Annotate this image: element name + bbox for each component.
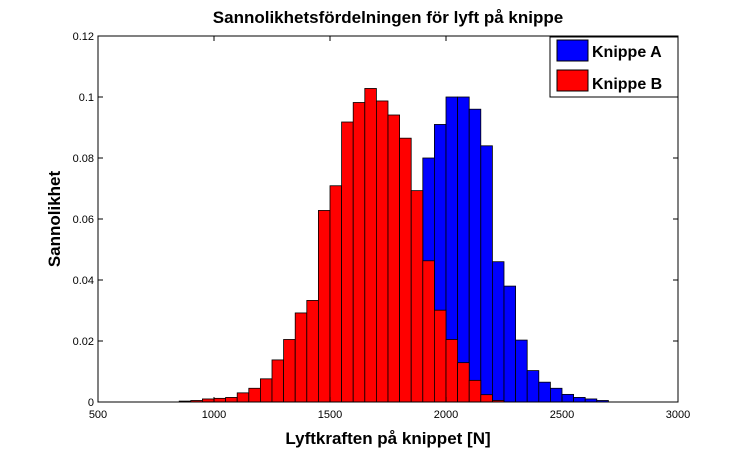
bar-knippe-b-1100 (236, 392, 250, 403)
y-tick-label: 0 (88, 397, 94, 409)
bar-knippe-b-1000 (213, 397, 227, 403)
bar-knippe-b-1350 (294, 312, 308, 403)
legend-swatch-knippe-a (556, 39, 589, 62)
x-tick-label: 1000 (202, 409, 226, 421)
x-tick-label: 3000 (666, 409, 690, 421)
bar-knippe-b-2150 (480, 394, 493, 403)
legend-swatch-knippe-b (556, 69, 589, 92)
bar-knippe-a-2250 (503, 285, 517, 403)
bar-knippe-b-1150 (248, 387, 261, 403)
bar-knippe-b-1200 (259, 378, 273, 403)
y-tick-label: 0.06 (73, 214, 94, 226)
bar-knippe-b-1550 (341, 121, 354, 403)
bar-knippe-b-2100 (468, 379, 482, 403)
bar-knippe-a-2350 (526, 370, 540, 403)
bar-knippe-b-1600 (352, 102, 366, 403)
bar-knippe-b-2050 (457, 362, 470, 403)
y-tick-label: 0.1 (79, 92, 94, 104)
bar-knippe-b-1300 (283, 339, 296, 403)
bar-knippe-a-2150 (480, 145, 493, 403)
bar-knippe-b-1850 (410, 190, 424, 403)
bar-knippe-b-1650 (364, 88, 377, 403)
y-tick-label: 0.08 (73, 153, 94, 165)
legend-label-knippe-b: Knippe B (592, 76, 662, 93)
x-tick-label: 2000 (434, 409, 458, 421)
bar-knippe-a-2400 (538, 381, 551, 403)
bar-knippe-b-1400 (306, 300, 319, 403)
bar-knippe-b-1050 (225, 397, 238, 403)
bar-knippe-b-1750 (387, 114, 401, 403)
bar-knippe-a-2050 (457, 96, 470, 403)
bar-knippe-b-1800 (399, 137, 412, 403)
bar-knippe-a-2300 (515, 339, 528, 403)
legend-label-knippe-a: Knippe A (592, 44, 662, 61)
legend: Knippe A Knippe B (549, 36, 679, 98)
bar-knippe-b-1450 (317, 210, 331, 403)
y-tick-label: 0.04 (73, 275, 94, 287)
bar-knippe-b-1950 (433, 309, 447, 403)
y-tick-label: 0.12 (73, 31, 94, 43)
bar-knippe-b-2000 (445, 339, 459, 403)
bar-knippe-b-1900 (422, 260, 435, 403)
bar-knippe-a-2200 (491, 261, 505, 403)
bar-knippe-b-1700 (375, 100, 389, 403)
x-tick-label: 1500 (318, 409, 342, 421)
x-axis: 500 1000 1500 2000 2500 3000 (89, 36, 690, 421)
bar-knippe-a-2450 (550, 387, 563, 403)
x-axis-label: Lyftkraften på knippet [N] (285, 429, 490, 448)
bar-knippe-a-2100 (468, 108, 482, 403)
x-tick-label: 500 (89, 409, 107, 421)
bar-knippe-b-1500 (329, 185, 343, 403)
bar-knippe-a-2500 (561, 393, 575, 403)
bar-knippe-a-2550 (573, 397, 586, 403)
y-axis-label: Sannolikhet (45, 170, 64, 267)
bar-knippe-b-1250 (271, 359, 285, 403)
x-tick-label: 2500 (550, 409, 574, 421)
chart-title: Sannolikhetsfördelningen för lyft på kni… (213, 8, 563, 27)
y-tick-label: 0.02 (73, 336, 94, 348)
